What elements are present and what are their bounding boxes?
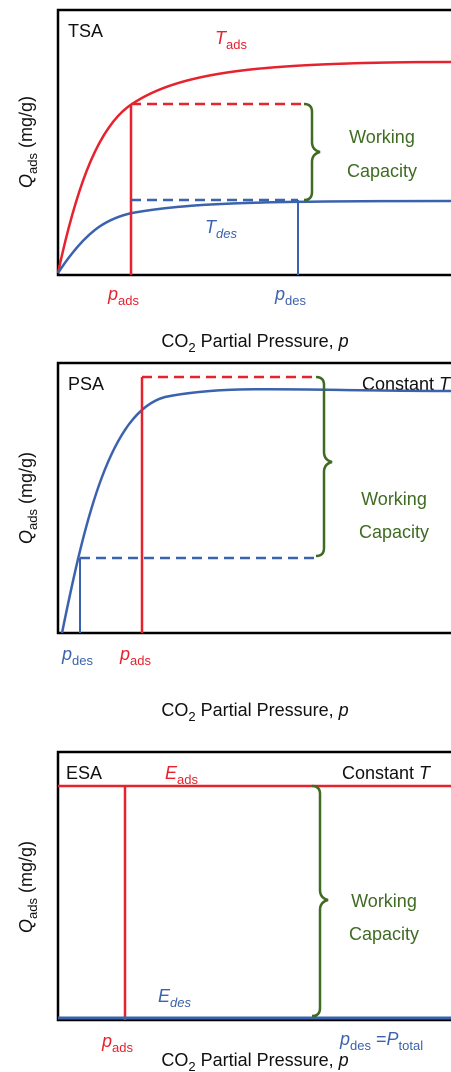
working-capacity: Capacity	[359, 522, 429, 542]
label-main: Q	[16, 530, 36, 544]
label-sub: ads	[112, 1040, 133, 1055]
y-axis-label: Qads (mg/g)	[16, 96, 40, 188]
working-capacity: Capacity	[347, 161, 417, 181]
label-var: p	[338, 700, 349, 720]
label-sub: ads	[130, 653, 151, 668]
label-rest: Partial Pressure,	[196, 700, 339, 720]
x-axis-label: CO2 Partial Pressure, p	[161, 700, 348, 724]
label-main: Q	[16, 919, 36, 933]
panel-title: PSA	[68, 374, 104, 394]
label-rest: (mg/g)	[16, 452, 36, 509]
brace	[315, 375, 333, 558]
label-sub: des	[170, 995, 191, 1010]
label-sub: des	[72, 653, 93, 668]
label-main: E	[158, 986, 171, 1006]
x-axis-label: CO2 Partial Pressure, p	[161, 1050, 348, 1072]
label-sub: des	[216, 226, 237, 241]
condition: Constant T	[362, 374, 451, 394]
label-main: T	[215, 28, 228, 48]
label-rest: Partial Pressure,	[196, 331, 339, 351]
label-var: p	[338, 331, 349, 351]
label-rest: (mg/g)	[16, 841, 36, 898]
label-sub: 2	[188, 340, 195, 355]
label-sub: total	[399, 1038, 424, 1053]
p-label: pads	[101, 1031, 133, 1055]
condition-var: T	[419, 763, 432, 783]
p-label: pdes	[61, 644, 93, 668]
curve-label: Edes	[158, 986, 191, 1010]
y-axis-label: Qads (mg/g)	[16, 841, 40, 933]
label-main: P	[387, 1029, 399, 1049]
label-sub: ads	[118, 293, 139, 308]
panel-frame	[56, 361, 451, 635]
brace	[303, 102, 321, 202]
working-capacity: Working	[349, 127, 415, 147]
label-main: p	[339, 1029, 350, 1049]
label-sub: ads	[25, 509, 40, 530]
panel-psa: PSA Constant T Working Capacity pdes pad…	[16, 361, 451, 724]
p-label: pdes =Ptotal	[339, 1029, 423, 1053]
curve-label: Tdes	[205, 217, 237, 241]
ads-curve	[56, 60, 451, 274]
label-rest: (mg/g)	[16, 96, 36, 153]
condition: Constant T	[342, 763, 432, 783]
label-sub: ads	[177, 772, 198, 787]
label-main: p	[119, 644, 130, 664]
y-axis-label: Qads (mg/g)	[16, 452, 40, 544]
label-main: p	[101, 1031, 112, 1051]
des-curve	[56, 199, 451, 274]
label-main: CO	[161, 331, 188, 351]
label-sub: ads	[25, 153, 40, 174]
p-label: pads	[119, 644, 151, 668]
label-sub: 2	[188, 1059, 195, 1072]
label-main: T	[205, 217, 218, 237]
label-main: p	[107, 284, 118, 304]
label-rest: =	[371, 1029, 387, 1049]
working-capacity: Capacity	[349, 924, 419, 944]
panel-title: ESA	[66, 763, 102, 783]
label-main: p	[61, 644, 72, 664]
condition-text: Constant	[362, 374, 439, 394]
panel-frame	[56, 8, 451, 277]
label-main: E	[165, 763, 178, 783]
label-sub: ads	[25, 898, 40, 919]
curve-label: Eads	[165, 763, 198, 787]
label-sub: ads	[226, 37, 247, 52]
condition-text: Constant	[342, 763, 419, 783]
brace	[311, 784, 329, 1018]
label-main: CO	[161, 1050, 188, 1070]
panel-frame	[56, 750, 451, 1022]
condition-var: T	[439, 374, 451, 394]
p-label: pdes	[274, 284, 306, 308]
label-sub: des	[285, 293, 306, 308]
panel-title: TSA	[68, 21, 103, 41]
panel-esa: ESA Eads Constant T Working Capacity Ede…	[16, 750, 451, 1072]
label-main: Q	[16, 174, 36, 188]
working-capacity: Working	[351, 891, 417, 911]
panel-tsa: TSA Working Capacity Tads Tdes pads pdes…	[16, 8, 451, 355]
label-sub: 2	[188, 709, 195, 724]
x-axis-label: CO2 Partial Pressure, p	[161, 331, 348, 355]
curve-label: Tads	[215, 28, 247, 52]
p-label: pads	[107, 284, 139, 308]
isotherm	[60, 387, 451, 634]
label-main: p	[274, 284, 285, 304]
label-var: p	[338, 1050, 349, 1070]
working-capacity: Working	[361, 489, 427, 509]
label-sub: des	[350, 1038, 371, 1053]
label-rest: Partial Pressure,	[196, 1050, 339, 1070]
label-main: CO	[161, 700, 188, 720]
